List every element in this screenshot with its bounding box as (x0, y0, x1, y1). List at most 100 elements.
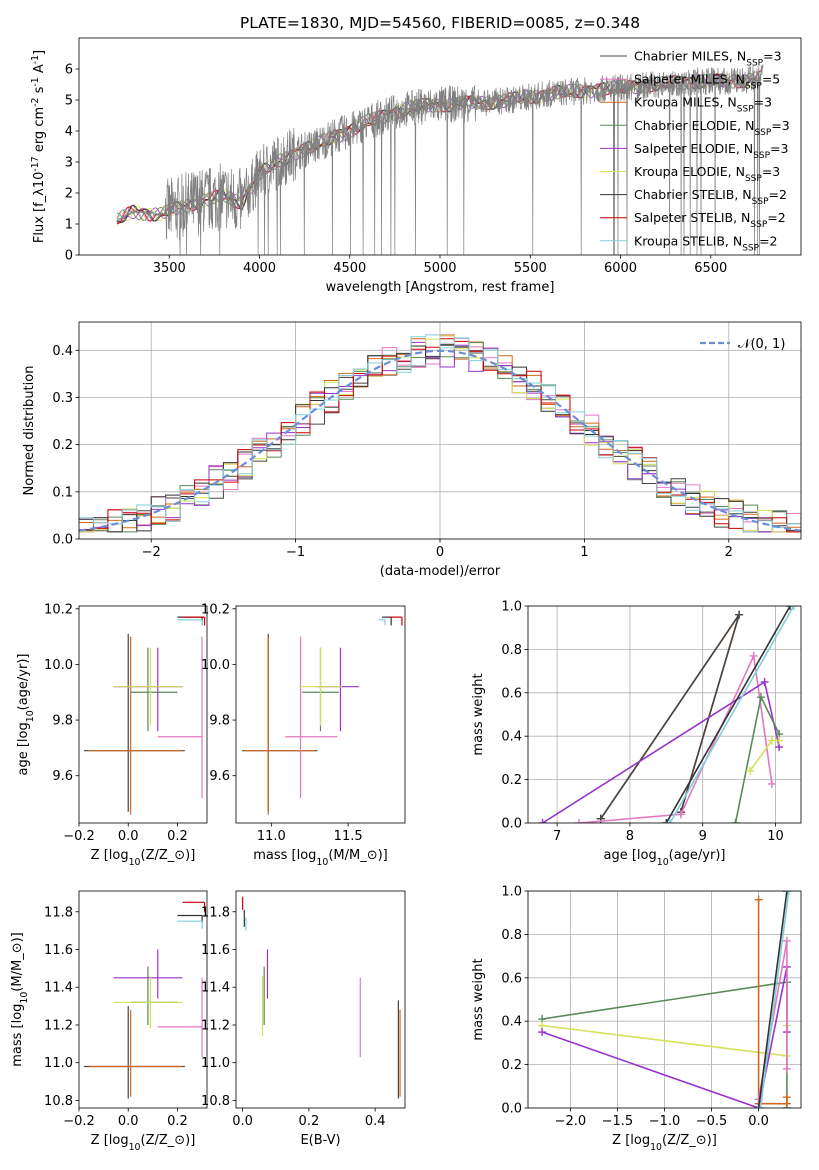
x-tick-label: 5000 (423, 261, 456, 276)
y-tick-label: 0.8 (501, 643, 522, 658)
y-axis-label: Flux [f_λ10-17 erg cm-2 s-1 A-1] (30, 50, 48, 243)
weight-line (665, 606, 791, 823)
weight-marker (782, 1064, 791, 1073)
residual-histogram (79, 334, 801, 533)
y-tick-label: 0.1 (52, 485, 73, 500)
x-tick-label: 6500 (694, 261, 727, 276)
y-tick-label: 11.8 (201, 905, 230, 920)
axes-frame (78, 37, 802, 256)
weight-line (600, 614, 740, 820)
x-tick-label: 4000 (243, 261, 276, 276)
weight-marker (746, 766, 755, 775)
y-tick-label: 11.8 (44, 905, 73, 920)
legend-entry: Chabrier MILES, NSSP=3 (634, 49, 782, 69)
weight-marker (760, 677, 769, 686)
plot-area (83, 616, 206, 815)
x-tick-label: 0.2 (167, 1114, 188, 1129)
y-tick-label: 1.0 (501, 600, 522, 615)
y-tick-label: 0.2 (501, 773, 522, 788)
gaussian-curve (79, 349, 801, 532)
axes-frame (235, 890, 406, 1109)
y-axis-label: mass [log10(M/M_⊙)] (10, 932, 30, 1067)
y-tick-label: 0.4 (501, 730, 522, 745)
weight-line (749, 739, 780, 772)
y-tick-label: 11.0 (201, 1056, 230, 1071)
y-tick-label: 6 (65, 63, 73, 78)
y-tick-label: 10.8 (44, 1094, 73, 1109)
x-tick-label: −2 (142, 545, 161, 560)
axes-panel: 3500 4000 4500 5000 5500 6000 6500 0 1 2 3 4 5 6 wavel… (30, 37, 802, 295)
weight-marker (782, 936, 791, 945)
y-tick-label: 2 (65, 187, 73, 202)
y-tick-label: 0.4 (501, 1015, 522, 1030)
x-tick-label: −0.5 (696, 1114, 728, 1129)
weight-marker (574, 819, 583, 823)
y-tick-label: 10.2 (201, 602, 230, 617)
y-tick-label: 3 (65, 156, 73, 171)
weight-marker (665, 819, 674, 823)
weight-marker (756, 1104, 765, 1108)
x-axis-label: (data-model)/error (380, 564, 501, 579)
legend-entry: Kroupa MILES, NSSP=3 (634, 95, 772, 115)
x-tick-label: 10 (767, 829, 784, 844)
y-tick-label: 10.8 (201, 1094, 230, 1109)
x-tick-label: 0.2 (167, 829, 188, 844)
x-tick-label: 9 (699, 829, 707, 844)
plot-area (116, 64, 764, 255)
x-tick-label: 1 (580, 545, 588, 560)
residual-histogram (79, 334, 801, 533)
y-axis-label: mass weight (471, 673, 486, 755)
y-tick-label: 10.0 (44, 658, 73, 673)
y-tick-label: 9.6 (52, 769, 73, 784)
weight-marker (784, 891, 793, 895)
figure-title: PLATE=1830, MJD=54560, FIBERID=0085, z=0… (240, 14, 640, 32)
axes-age-vs-mass: 11.0 11.5 9.6 9.8 10.0 10.2 mass [log10(M/M_⊙)… (201, 602, 406, 868)
plot-area (528, 891, 801, 1108)
y-tick-label: 0.3 (52, 391, 73, 406)
legend-entry: Chabrier STELIB, NSSP=2 (634, 187, 787, 207)
plot-area (242, 896, 401, 1099)
weight-marker (735, 610, 744, 619)
y-tick-label: 10.0 (201, 658, 230, 673)
legend-entry: Salpeter ELODIE, NSSP=3 (634, 141, 788, 161)
y-tick-label: 1 (65, 218, 73, 233)
axes-weight-vs-Z: −2.0 −1.5 −1.0 −0.5 0.0 0.0 0.2 0.4 0.6 0.8 1.0 Z [… (471, 885, 802, 1153)
x-axis-label: Z [log10(Z/Z_⊙)] (91, 1133, 196, 1153)
x-axis-label: age [log10(age/yr)] (604, 848, 726, 868)
y-axis-label: mass weight (471, 958, 486, 1040)
weight-marker (789, 606, 798, 610)
axes-panel: −2 −1 0 1 2 0.0 0.1 0.2 0.3 0.4 (data-model)/error… (22, 321, 802, 579)
x-tick-label: 5500 (514, 261, 547, 276)
plot-area (79, 322, 801, 539)
x-tick-label: 0.2 (299, 1114, 320, 1129)
axes-frame (235, 605, 406, 824)
y-tick-label: 9.8 (209, 714, 230, 729)
x-tick-label: 0.0 (118, 1114, 139, 1129)
y-tick-label: 11.6 (44, 943, 73, 958)
axes-frame (78, 605, 208, 824)
weight-marker (749, 651, 758, 660)
plot-area (83, 901, 206, 1099)
y-tick-label: 9.8 (52, 714, 73, 729)
x-tick-label: 0 (436, 545, 444, 560)
weight-line (669, 606, 795, 823)
x-tick-label: 0.0 (118, 829, 139, 844)
legend-entry: Salpeter STELIB, NSSP=2 (634, 210, 786, 230)
x-tick-label: 7 (553, 829, 561, 844)
plot-area (528, 606, 801, 823)
weight-marker (754, 895, 763, 904)
x-axis-label: E(B-V) (300, 1133, 340, 1148)
x-tick-label: 0.0 (748, 1114, 769, 1129)
weight-marker (538, 1028, 547, 1037)
x-tick-label: 3500 (153, 261, 186, 276)
x-tick-label: 0.4 (365, 1114, 386, 1129)
x-tick-label: −0.2 (63, 1114, 95, 1129)
weight-marker (767, 779, 776, 788)
axes-frame (78, 890, 208, 1109)
y-tick-label: 11.2 (44, 1018, 73, 1033)
weight-marker (782, 1093, 791, 1102)
y-tick-label: 0.6 (501, 686, 522, 701)
axes-weight-vs-age: 7 8 9 10 0.0 0.2 0.4 0.6 0.8 1.0 age [log10(age/yr… (471, 600, 802, 868)
weight-marker (767, 736, 776, 745)
